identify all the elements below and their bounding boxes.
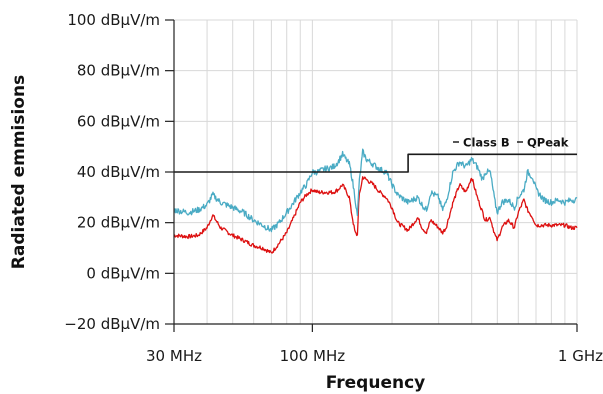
legend: Class B QPeak [453,136,569,150]
series-line-2 [173,176,578,254]
x-tick-label: 30 MHz [146,347,202,365]
x-axis-title: Frequency [326,373,426,393]
series-line-0 [174,153,577,173]
y-axis-title: Radiated emmisions [9,75,29,269]
y-tick-label: 0 dBµV/m [86,264,160,282]
y-tick-label: 100 dBµV/m [67,11,160,29]
y-tick-label: −20 dBµV/m [64,315,160,333]
y-tick-label: 20 dBµV/m [77,214,160,232]
y-tick-label: 80 dBµV/m [77,62,160,80]
series-lines [173,148,578,254]
legend-entry: Class B [463,136,510,150]
x-tick-label: 100 MHz [280,347,346,365]
tick-labels: 100 dBµV/m 80 dBµV/m 60 dBµV/m 40 dBµV/m 20 … [64,11,603,365]
y-tick-label: 40 dBµV/m [77,163,160,181]
x-tick-label: 1 GHz [558,347,603,365]
series-line-1 [173,148,578,233]
y-tick-label: 60 dBµV/m [77,112,160,130]
legend-entry: QPeak [527,136,569,150]
